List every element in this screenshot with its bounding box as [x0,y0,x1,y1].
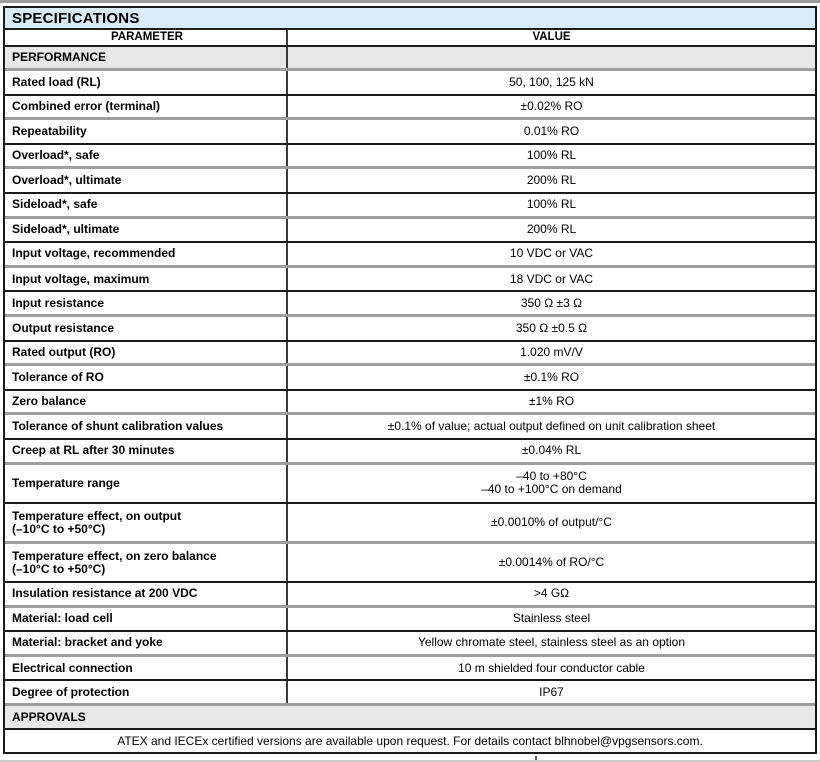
value-cell: ±0.1% RO [523,369,580,384]
table-row: Output resistance 350 Ω ±0.5 Ω [5,316,815,342]
table-row: Material: bracket and yoke Yellow chroma… [5,632,815,657]
specifications-table: SPECIFICATIONS PARAMETER VALUE PERFORMAN… [3,6,817,754]
value-cell: ±0.0014% of RO/°C [498,555,605,569]
value-cell: >4 GΩ [533,586,570,601]
parameter-cell: Input resistance [5,292,288,314]
parameter-cell: Rated load (RL) [5,71,288,94]
value-cell: ±0.1% of value; actual output defined on… [387,419,716,434]
table-row: Sideload*, safe 100% RL [5,193,815,219]
table-row: Temperature effect, on zero balance (–10… [5,544,815,583]
value-cell: 18 VDC or VAC [509,271,594,286]
parameter-cell: Repeatability [5,120,288,143]
table-row: Zero balance ±1% RO [5,390,815,416]
table-row: Rated load (RL) 50, 100, 125 kN [5,71,815,96]
section-value-spacer [288,47,815,68]
parameter-column-header: PARAMETER [5,30,288,45]
next-table-divider-stub [535,756,537,760]
parameter-cell: Overload*, safe [5,144,288,167]
table-row: Tolerance of shunt calibration values ±0… [5,415,815,440]
table-row: Input voltage, maximum 18 VDC or VAC [5,267,815,293]
value-cell: ±0.04% RL [521,443,582,458]
value-cell: 0.01% RO [523,123,580,138]
value-cell: 1.020 mV/V [520,344,583,359]
parameter-cell: Rated output (RO) [5,341,288,364]
value-cell: 350 Ω ±0.5 Ω [515,320,588,335]
value-cell: Yellow chromate steel, stainless steel a… [417,635,686,650]
table-row: Rated output (RO) 1.020 mV/V [5,341,815,367]
next-table-edge [0,756,820,762]
parameter-cell: Degree of protection [5,681,288,703]
value-cell: 10 m shielded four conductor cable [458,660,645,675]
table-row: Temperature effect, on output (–10°C to … [5,504,815,544]
table-row: Input voltage, recommended 10 VDC or VAC [5,243,815,268]
value-cell: Stainless steel [512,611,591,626]
parameter-cell: Temperature effect, on zero balance (–10… [5,544,288,581]
parameter-cell: Temperature effect, on output (–10°C to … [5,504,288,541]
parameter-cell: Creep at RL after 30 minutes [5,439,288,462]
table-row: Sideload*, ultimate 200% RL [5,218,815,244]
table-row: Material: load cell Stainless steel [5,607,815,633]
table-row: Electrical connection 10 m shielded four… [5,656,815,682]
parameter-cell: Zero balance [5,390,288,413]
value-cell: 100% RL [526,148,577,163]
value-cell: ±0.02% RO [520,98,583,113]
parameter-cell: Overload*, ultimate [5,169,288,192]
value-column-header: VALUE [532,31,571,43]
value-cell: –40 to +80°C –40 to +100°C on demand [481,469,622,497]
parameter-cell: Sideload*, safe [5,193,288,216]
table-row: Tolerance of RO ±0.1% RO [5,366,815,391]
table-row: Creep at RL after 30 minutes ±0.04% RL [5,439,815,465]
value-cell: 50, 100, 125 kN [509,74,594,89]
table-row: Combined error (terminal) ±0.02% RO [5,95,815,121]
table-row: Insulation resistance at 200 VDC >4 GΩ [5,583,815,608]
table-title: SPECIFICATIONS [5,8,815,30]
value-cell: 100% RL [526,197,577,212]
parameter-cell: Tolerance of shunt calibration values [5,415,288,438]
parameter-cell: Input voltage, recommended [5,243,288,265]
table-row: Overload*, ultimate 200% RL [5,169,815,194]
parameter-cell: Output resistance [5,316,288,340]
value-cell: 350 Ω ±3 Ω [520,295,583,310]
section-header-performance: PERFORMANCE [5,47,815,71]
parameter-cell: Input voltage, maximum [5,267,288,291]
parameter-cell: Material: bracket and yoke [5,632,288,654]
value-cell: ±1% RO [528,394,575,409]
value-cell: IP67 [539,684,564,699]
value-cell: ±0.0010% of output/°C [491,515,612,529]
parameter-cell: Combined error (terminal) [5,95,288,118]
section-label: PERFORMANCE [5,47,288,68]
parameter-cell: Tolerance of RO [5,366,288,389]
parameter-cell: Sideload*, ultimate [5,218,288,242]
parameter-cell: Insulation resistance at 200 VDC [5,583,288,605]
value-cell: 200% RL [526,173,577,188]
section-header-approvals: APPROVALS [5,705,815,730]
table-row: Overload*, safe 100% RL [5,144,815,170]
value-cell: 200% RL [526,222,577,237]
value-cell: 10 VDC or VAC [509,246,594,261]
table-row: Repeatability 0.01% RO [5,120,815,145]
parameter-cell: Material: load cell [5,607,288,631]
table-row: Temperature range –40 to +80°C –40 to +1… [5,464,815,504]
approvals-note: ATEX and IECEx certified versions are av… [117,733,703,748]
table-row: Degree of protection IP67 [5,681,815,706]
parameter-cell: Temperature range [5,464,288,502]
page-top-edge [0,0,820,3]
table-title-label: SPECIFICATIONS [12,9,140,27]
column-header-row: PARAMETER VALUE [5,30,815,47]
parameter-cell: Electrical connection [5,656,288,680]
table-row: Input resistance 350 Ω ±3 Ω [5,292,815,317]
